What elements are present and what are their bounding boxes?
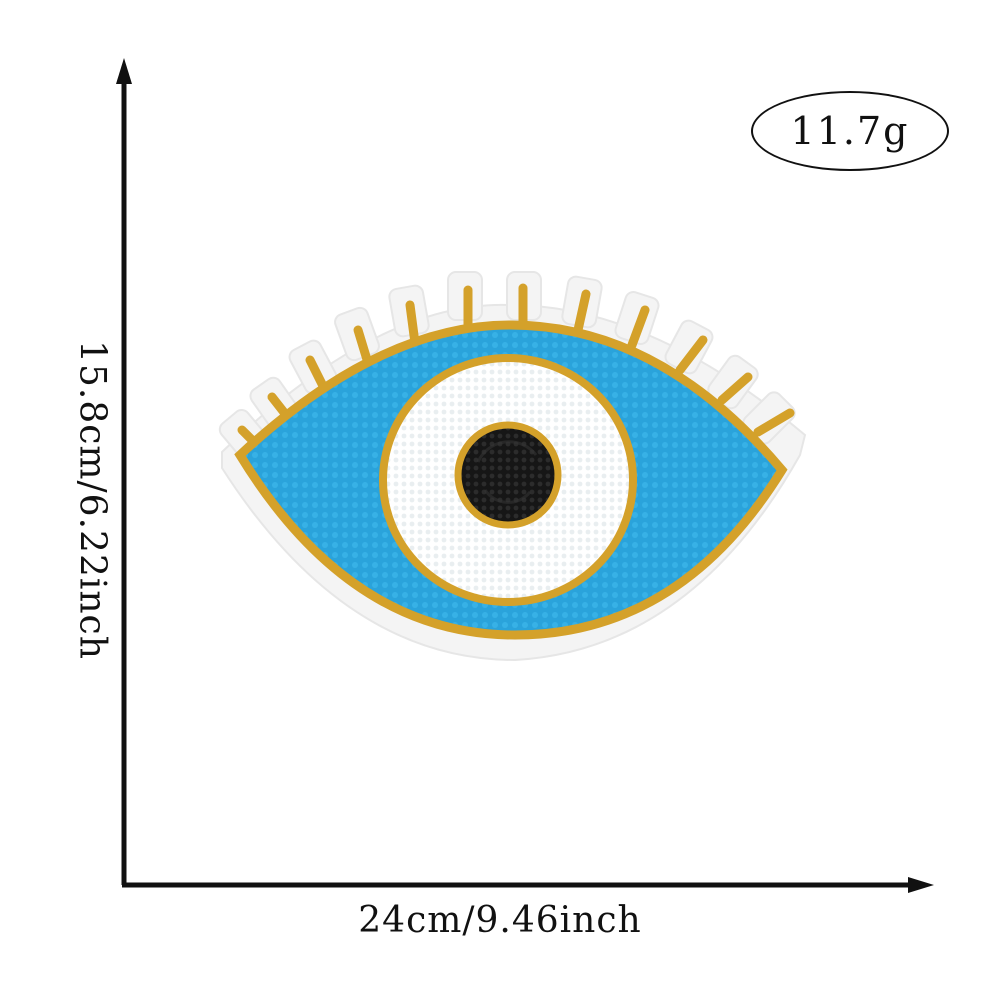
eye-pupil — [454, 421, 562, 529]
width-axis-arrow-icon — [908, 877, 934, 893]
weight-label: 11.7g — [790, 109, 910, 153]
height-dimension-label: 15.8cm/6.22inch — [71, 340, 113, 660]
weight-badge: 11.7g — [751, 91, 949, 171]
width-dimension-label: 24cm/9.46inch — [358, 900, 642, 941]
height-axis-arrow-icon — [116, 58, 132, 84]
